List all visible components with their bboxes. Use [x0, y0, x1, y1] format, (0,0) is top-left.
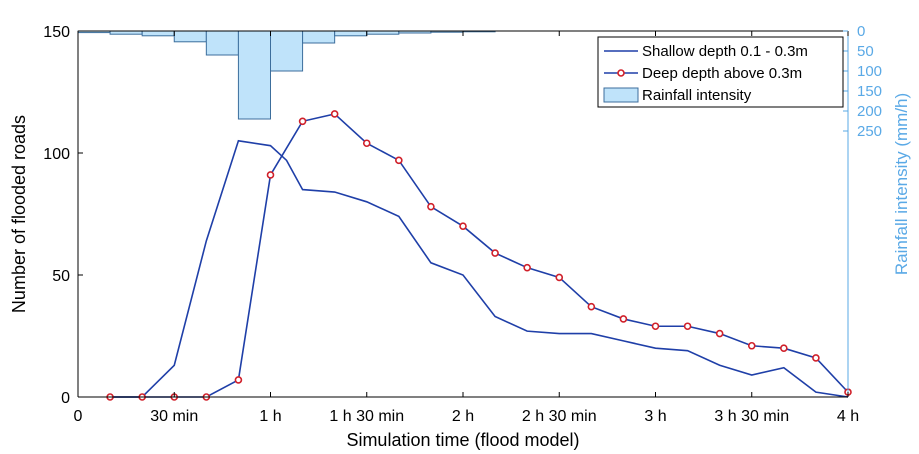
- deep-depth-marker: [459, 222, 467, 230]
- x-axis-title: Simulation time (flood model): [346, 430, 579, 450]
- y2-tick-label: 200: [857, 103, 882, 120]
- deep-depth-marker: [619, 315, 628, 323]
- y-tick-label: 50: [52, 268, 70, 285]
- x-tick-label: 3 h 30 min: [714, 408, 789, 425]
- shallow-depth-line: [110, 139, 849, 398]
- legend-swatch-rainfall: [603, 87, 639, 103]
- x-tick-label: 30 min: [150, 408, 198, 425]
- legend-marker-deep: [617, 69, 625, 77]
- legend-label-shallow: Shallow depth 0.1 - 0.3m: [642, 43, 808, 60]
- deep-depth-marker: [491, 249, 499, 257]
- deep-depth-marker: [395, 156, 403, 165]
- y-tick-label: 100: [43, 146, 70, 163]
- y2-tick-label: 0: [857, 23, 865, 40]
- deep-depth-marker: [266, 171, 275, 179]
- rainfall-bar: [205, 30, 239, 56]
- y-axis-title: Number of flooded roads: [9, 115, 29, 313]
- deep-depth-line: [110, 113, 849, 398]
- deep-depth-marker: [683, 322, 692, 331]
- x-tick-label: 1 h: [259, 408, 281, 425]
- y2-axis-title: Rainfall intensity (mm/h): [892, 93, 911, 275]
- deep-depth-marker: [427, 202, 435, 211]
- rainfall-bar: [302, 30, 336, 44]
- y2-tick-label: 150: [857, 83, 882, 100]
- y2-tick-label: 250: [857, 123, 882, 140]
- rainfall-bar: [334, 30, 368, 37]
- rainfall-bar: [141, 30, 175, 37]
- deep-depth-marker: [812, 354, 820, 362]
- rainfall-bar: [237, 30, 272, 120]
- deep-depth-marker: [747, 341, 756, 350]
- x-tick-label: 0: [74, 408, 83, 425]
- deep-depth-marker: [651, 322, 660, 331]
- deep-depth-marker: [555, 273, 564, 282]
- x-tick-label: 4 h: [837, 408, 859, 425]
- legend-label-rainfall: Rainfall intensity: [642, 87, 752, 104]
- deep-depth-marker: [715, 329, 724, 338]
- y2-tick-label: 50: [857, 43, 874, 60]
- legend-box: [597, 36, 844, 108]
- deep-depth-marker: [587, 302, 596, 311]
- rainfall-bar: [270, 30, 304, 72]
- legend-label-deep: Deep depth above 0.3m: [642, 65, 802, 82]
- deep-depth-marker: [330, 110, 339, 118]
- deep-depth-marker: [234, 376, 243, 384]
- x-tick-label: 1 h 30 min: [329, 408, 404, 425]
- deep-depth-marker: [362, 139, 371, 148]
- y-tick-label: 0: [61, 390, 70, 407]
- deep-depth-marker: [523, 263, 531, 272]
- deep-depth-marker: [298, 117, 307, 126]
- y2-tick-label: 100: [857, 63, 882, 80]
- x-tick-label: 3 h: [644, 408, 666, 425]
- x-tick-label: 2 h 30 min: [522, 408, 597, 425]
- deep-depth-marker: [780, 344, 788, 353]
- rainfall-bar: [173, 30, 207, 43]
- x-tick-label: 2 h: [452, 408, 474, 425]
- y-tick-label: 150: [43, 24, 70, 41]
